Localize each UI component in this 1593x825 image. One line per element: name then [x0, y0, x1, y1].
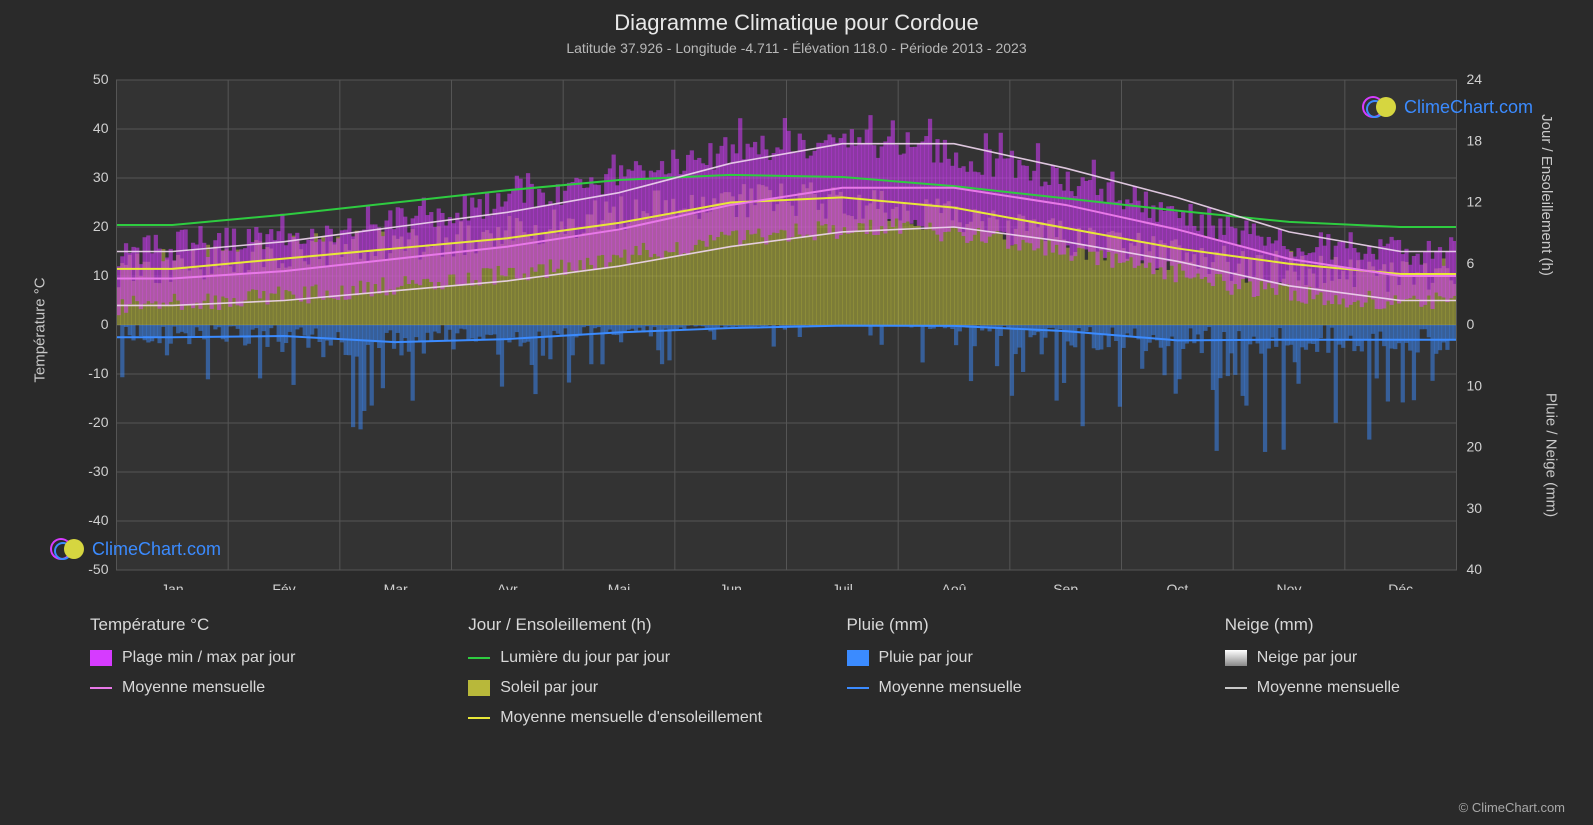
swatch-sunmean	[468, 717, 490, 719]
svg-text:10: 10	[1467, 377, 1483, 393]
legend-col-temp: Température °C Plage min / max par jour …	[90, 615, 428, 739]
swatch-rainmean	[847, 687, 869, 689]
legend-item-snow-perday: Neige par jour	[1225, 649, 1563, 667]
svg-text:-30: -30	[88, 463, 108, 479]
brand-text: ClimeChart.com	[1404, 97, 1533, 118]
svg-text:0: 0	[101, 316, 109, 332]
svg-text:-50: -50	[88, 561, 108, 577]
svg-text:Nov: Nov	[1277, 581, 1302, 590]
legend-col-rain: Pluie (mm) Pluie par jour Moyenne mensue…	[847, 615, 1185, 739]
svg-text:Avr: Avr	[497, 581, 518, 590]
svg-text:Mar: Mar	[384, 581, 408, 590]
brand-text: ClimeChart.com	[92, 539, 221, 560]
svg-text:Juil: Juil	[832, 581, 853, 590]
svg-text:30: 30	[93, 169, 109, 185]
legend-item-temp-range: Plage min / max par jour	[90, 649, 428, 667]
y-right-label-top: Jour / Ensoleillement (h)	[1538, 114, 1555, 276]
legend-heading-temp: Température °C	[90, 615, 428, 635]
svg-text:24: 24	[1467, 71, 1483, 87]
svg-text:Jan: Jan	[161, 581, 184, 590]
legend-col-day: Jour / Ensoleillement (h) Lumière du jou…	[468, 615, 806, 739]
svg-text:Oct: Oct	[1166, 581, 1188, 590]
legend-item-sun: Soleil par jour	[468, 679, 806, 697]
chart-svg: -50 -40 -30 -20 -10 0 10 20 30 40 50 0 6 12 18 24 10 20 30…	[30, 70, 1563, 590]
brand-icon	[50, 536, 86, 562]
brand-logo-bottom: ClimeChart.com	[50, 536, 221, 562]
swatch-temp-mean	[90, 687, 112, 689]
legend-item-rain-perday: Pluie par jour	[847, 649, 1185, 667]
svg-text:-20: -20	[88, 414, 108, 430]
svg-text:Sep: Sep	[1053, 581, 1078, 590]
svg-text:0: 0	[1467, 316, 1475, 332]
y-right-label-bottom: Pluie / Neige (mm)	[1542, 393, 1559, 517]
svg-text:10: 10	[93, 267, 109, 283]
svg-text:Fév: Fév	[272, 581, 295, 590]
chart-subtitle: Latitude 37.926 - Longitude -4.711 - Élé…	[30, 40, 1563, 56]
svg-text:-10: -10	[88, 365, 108, 381]
y-left-label: Température °C	[32, 277, 49, 382]
swatch-daylight	[468, 657, 490, 659]
legend-item-temp-mean: Moyenne mensuelle	[90, 679, 428, 697]
brand-logo-top: ClimeChart.com	[1362, 94, 1533, 120]
svg-text:50: 50	[93, 71, 109, 87]
svg-text:Mai: Mai	[608, 581, 631, 590]
svg-text:20: 20	[1467, 439, 1483, 455]
brand-icon	[1362, 94, 1398, 120]
legend: Température °C Plage min / max par jour …	[30, 615, 1563, 739]
legend-item-rain-mean: Moyenne mensuelle	[847, 679, 1185, 697]
legend-item-snow-mean: Moyenne mensuelle	[1225, 679, 1563, 697]
legend-heading-snow: Neige (mm)	[1225, 615, 1563, 635]
copyright: © ClimeChart.com	[1459, 800, 1565, 815]
legend-item-daylight: Lumière du jour par jour	[468, 649, 806, 667]
legend-item-sunmean: Moyenne mensuelle d'ensoleillement	[468, 709, 806, 727]
legend-heading-rain: Pluie (mm)	[847, 615, 1185, 635]
svg-text:18: 18	[1467, 132, 1483, 148]
svg-text:30: 30	[1467, 500, 1483, 516]
svg-text:Déc: Déc	[1388, 581, 1413, 590]
svg-text:12: 12	[1467, 194, 1483, 210]
swatch-snow	[1225, 650, 1247, 666]
legend-col-snow: Neige (mm) Neige par jour Moyenne mensue…	[1225, 615, 1563, 739]
svg-text:Jun: Jun	[719, 581, 742, 590]
container: Diagramme Climatique pour Cordoue Latitu…	[0, 0, 1593, 825]
svg-text:40: 40	[93, 120, 109, 136]
svg-text:6: 6	[1467, 255, 1475, 271]
swatch-temp-range	[90, 650, 112, 666]
swatch-rain	[847, 650, 869, 666]
chart-title: Diagramme Climatique pour Cordoue	[30, 10, 1563, 36]
title-area: Diagramme Climatique pour Cordoue Latitu…	[30, 10, 1563, 56]
svg-text:-40: -40	[88, 512, 108, 528]
chart: Température °C Jour / Ensoleillement (h)…	[30, 70, 1563, 590]
svg-text:Aoû: Aoû	[942, 581, 967, 590]
legend-heading-day: Jour / Ensoleillement (h)	[468, 615, 806, 635]
swatch-snowmean	[1225, 687, 1247, 689]
svg-text:20: 20	[93, 218, 109, 234]
swatch-sun	[468, 680, 490, 696]
svg-text:40: 40	[1467, 561, 1483, 577]
